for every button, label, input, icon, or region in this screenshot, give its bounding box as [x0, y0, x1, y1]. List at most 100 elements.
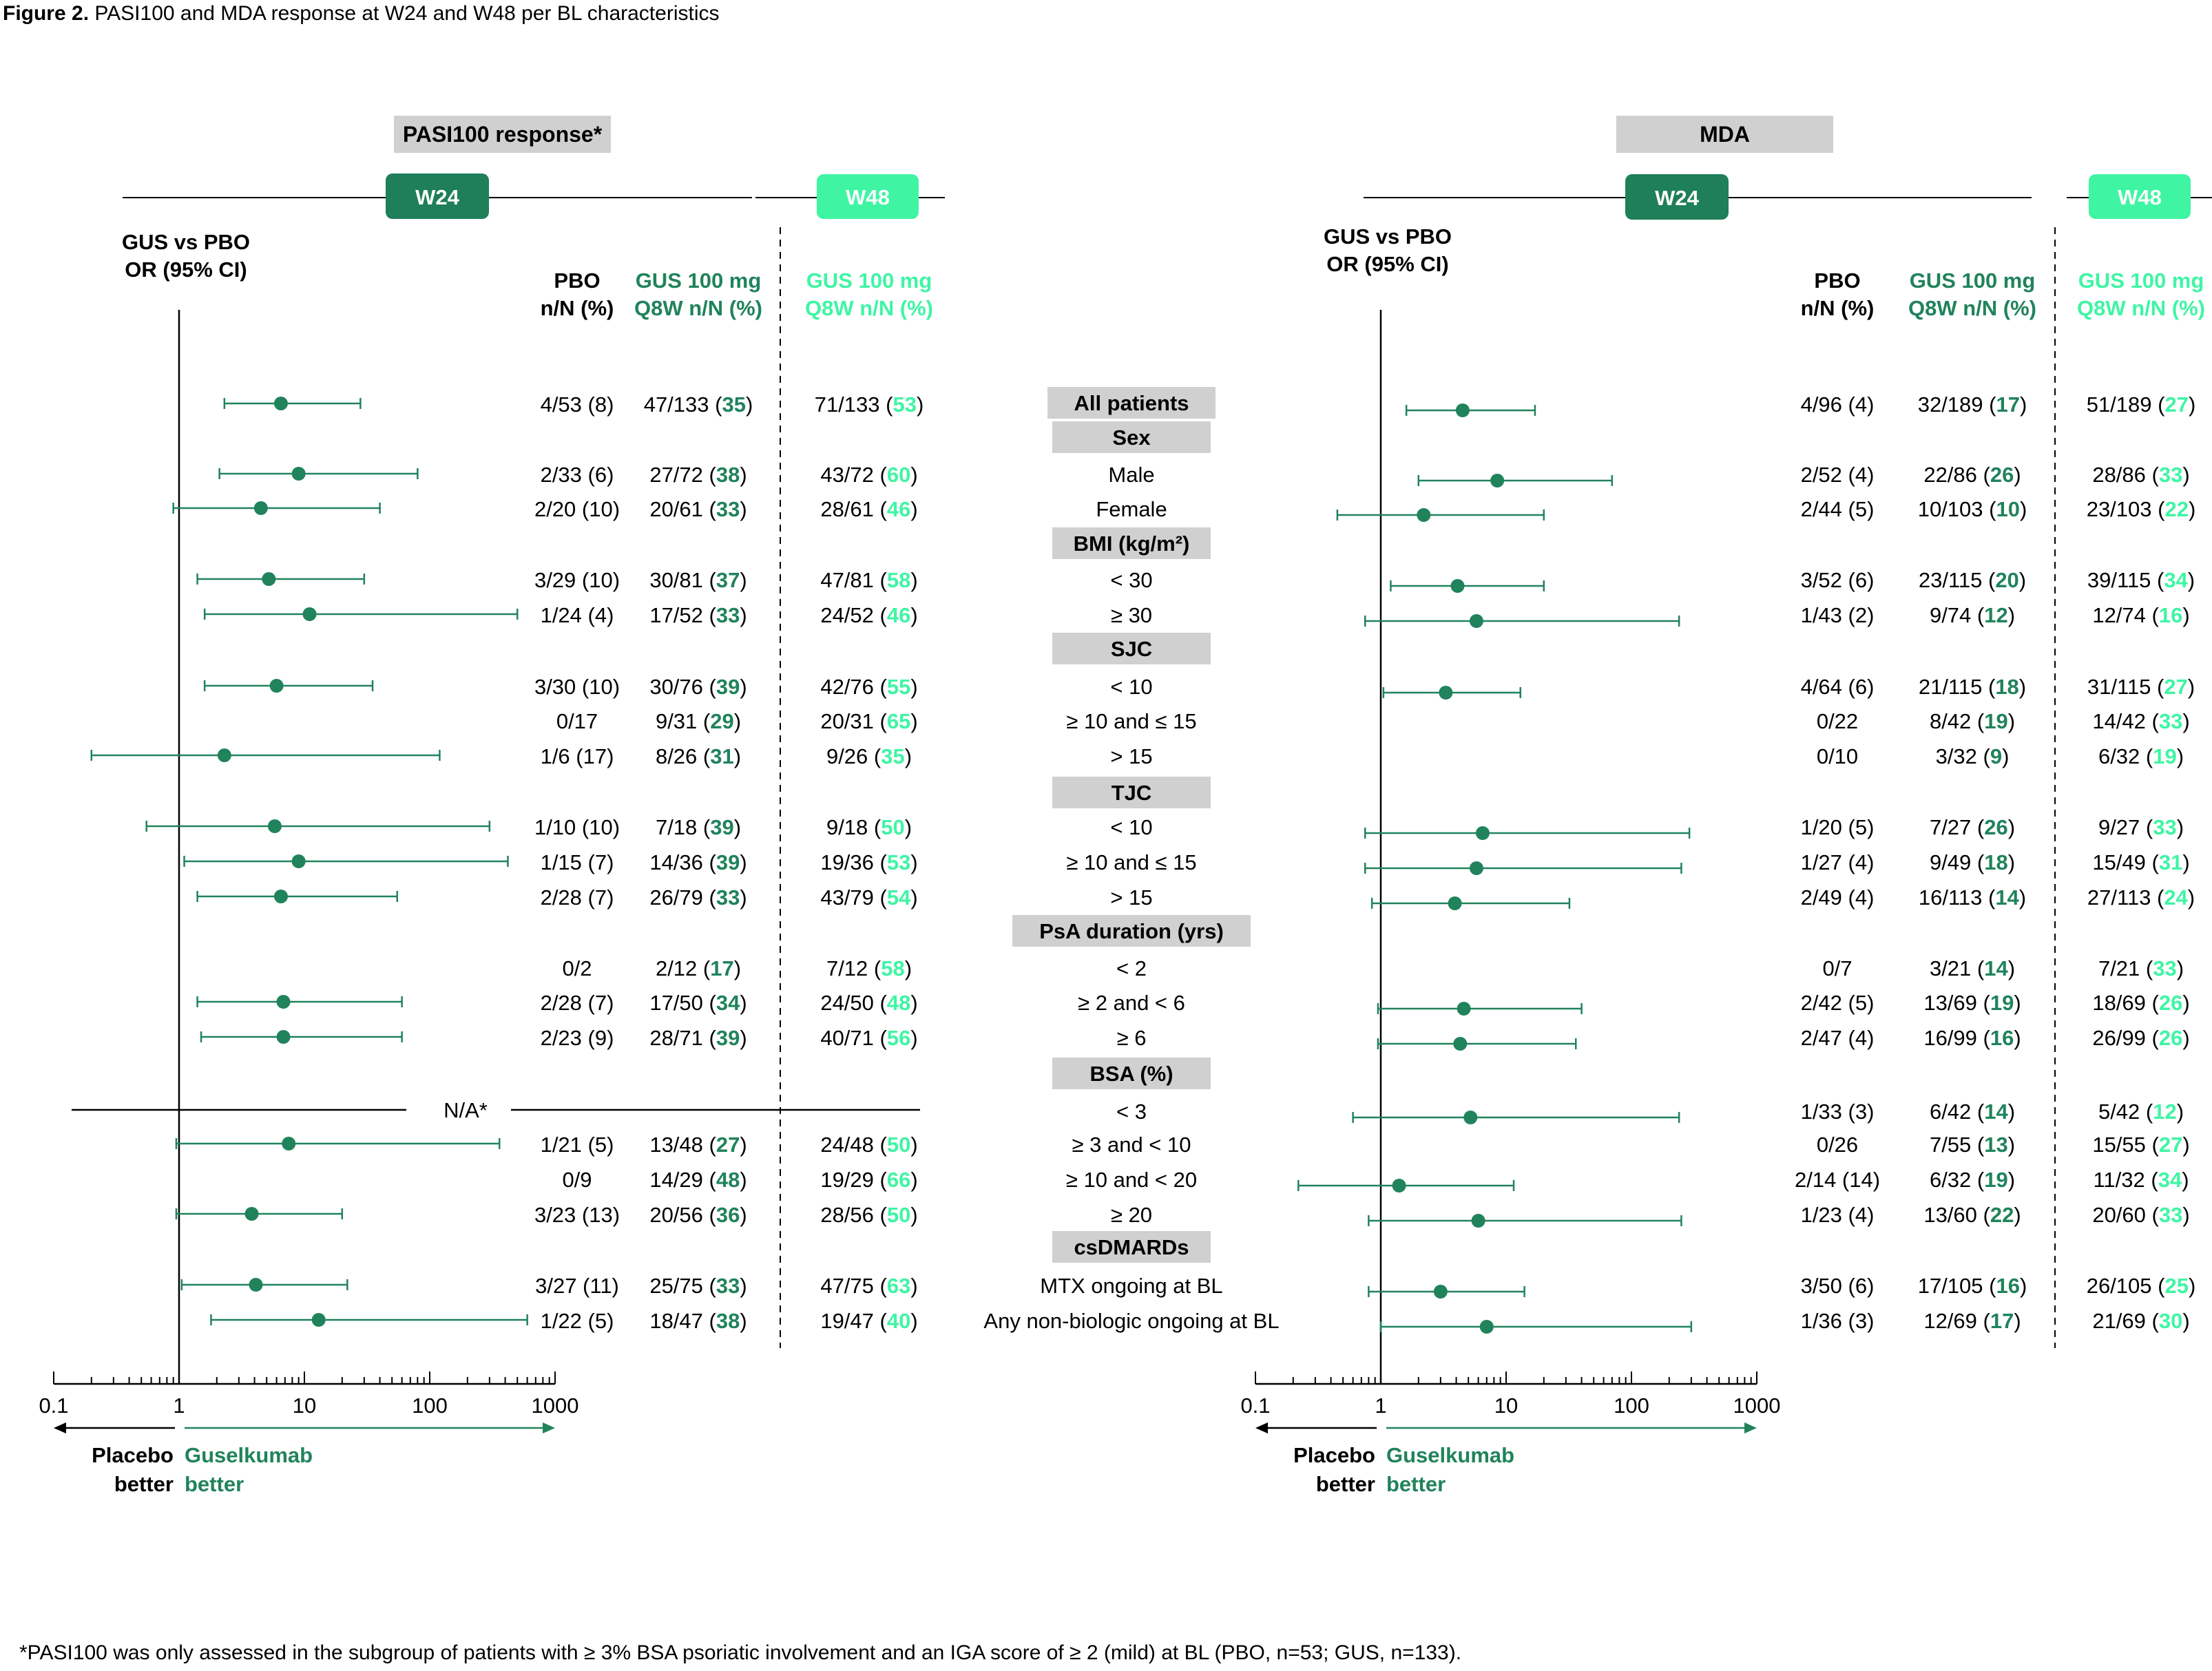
x-tick-label: 10	[293, 1394, 316, 1418]
value-percent: 9	[1990, 744, 2002, 768]
value-count: 7/21 (	[2098, 956, 2153, 980]
value-percent: 50	[881, 815, 904, 839]
panel-title: MDA	[1700, 122, 1750, 147]
gus-w48-value: 14/42 (33)	[2092, 709, 2189, 733]
placebo-better-label: Placebo	[1293, 1443, 1375, 1467]
odds-ratio-point	[291, 467, 306, 481]
gus-w48-value: 9/27 (33)	[2098, 815, 2184, 839]
value-percent: 53	[893, 392, 916, 417]
gus-w24-value: 22/86 (26)	[1923, 463, 2021, 487]
subgroup-label: Any non-biologic ongoing at BL	[983, 1309, 1279, 1333]
category-header-bg	[1052, 421, 1211, 453]
value-percent: 33	[716, 603, 740, 627]
placebo-arrow-head	[1255, 1422, 1268, 1433]
value-count: 15/49 (	[2092, 850, 2159, 874]
gus-w24-value: 26/79 (33)	[649, 885, 747, 910]
value-close: )	[2008, 1100, 2015, 1124]
value-close: )	[2002, 744, 2009, 768]
pbo-header-2: n/N (%)	[1801, 296, 1875, 320]
value-count: 43/72 (	[820, 463, 887, 487]
value-percent: 14	[1995, 885, 2019, 910]
pbo-value: 1/23 (4)	[1801, 1203, 1875, 1227]
value-percent: 34	[2158, 1168, 2182, 1192]
value-count: 22/86 (	[1923, 463, 1990, 487]
value-count: 21/115 (	[1919, 675, 1996, 699]
value-close: )	[740, 850, 747, 874]
gus-w48-value: 43/79 (54)	[820, 885, 917, 910]
value-close: )	[740, 991, 747, 1015]
subgroup-label: > 15	[1110, 744, 1152, 768]
subgroup-label: ≥ 3 and < 10	[1072, 1133, 1191, 1157]
footnote: *PASI100 was only assessed in the subgro…	[19, 1641, 1462, 1664]
value-close: )	[2189, 1274, 2195, 1298]
subgroup-label: < 10	[1110, 815, 1152, 839]
value-count: 19/47 (	[820, 1309, 887, 1333]
value-close: )	[2189, 392, 2195, 417]
value-count: 47/133 (	[644, 392, 722, 417]
gus-w24-value: 3/21 (14)	[1930, 956, 2015, 980]
week-48-badge	[2089, 174, 2191, 219]
week-48-label: W48	[846, 185, 890, 209]
value-percent: 17	[1996, 392, 2019, 417]
odds-ratio-point	[302, 607, 317, 621]
value-close: )	[2008, 956, 2015, 980]
pbo-value: 1/6 (17)	[541, 744, 614, 768]
value-percent: 66	[887, 1168, 910, 1192]
value-close: )	[910, 603, 917, 627]
value-percent: 39	[716, 850, 740, 874]
x-tick-label: 0.1	[39, 1394, 68, 1418]
value-count: 6/42 (	[1930, 1100, 1985, 1124]
week-24-badge	[386, 174, 489, 219]
x-tick-label: 100	[412, 1394, 448, 1418]
value-percent: 33	[2153, 956, 2176, 980]
pbo-value: 2/33 (6)	[541, 463, 614, 487]
value-close: )	[2182, 991, 2189, 1015]
value-close: )	[2182, 1133, 2189, 1157]
value-close: )	[2182, 603, 2189, 627]
gus-w48-header-2: Q8W n/N (%)	[2077, 296, 2205, 320]
pbo-value: 1/24 (4)	[541, 603, 614, 627]
pbo-value: 1/15 (7)	[541, 850, 614, 874]
value-percent: 19	[2153, 744, 2176, 768]
odds-ratio-point	[1417, 508, 1431, 522]
value-percent: 48	[887, 991, 910, 1015]
category-header: BSA (%)	[1089, 1062, 1173, 1086]
pbo-value: 3/23 (13)	[534, 1203, 620, 1227]
gus-w48-value: 28/56 (50)	[820, 1203, 917, 1227]
value-count: 25/75 (	[649, 1274, 716, 1298]
gus-w48-value: 24/48 (50)	[820, 1133, 917, 1157]
value-count: 23/103 (	[2087, 497, 2165, 521]
gus-w48-value: 11/32 (34)	[2093, 1168, 2189, 1192]
value-percent: 14	[1984, 956, 2008, 980]
value-count: 31/115 (	[2087, 675, 2164, 699]
gus-w24-header-1: GUS 100 mg	[636, 269, 762, 293]
value-close: )	[2020, 497, 2027, 521]
value-count: 9/49 (	[1930, 850, 1985, 874]
value-count: 26/105 (	[2087, 1274, 2165, 1298]
odds-ratio-point	[249, 1278, 263, 1292]
value-close: )	[2188, 568, 2195, 592]
value-close: )	[740, 497, 747, 521]
pbo-value: 1/27 (4)	[1801, 850, 1875, 874]
value-count: 10/103 (	[1918, 497, 1996, 521]
value-count: 47/81 (	[820, 568, 887, 592]
value-percent: 36	[716, 1203, 740, 1227]
category-header-bg	[1047, 387, 1215, 419]
value-close: )	[905, 956, 912, 980]
odds-ratio-point	[1433, 1285, 1448, 1299]
value-count: 40/71 (	[820, 1026, 887, 1050]
value-count: 12/74 (	[2092, 603, 2159, 627]
value-close: )	[2182, 1168, 2189, 1192]
gus-w48-value: 39/115 (34)	[2087, 568, 2195, 592]
value-close: )	[2008, 709, 2015, 733]
gus-w24-value: 21/115 (18)	[1919, 675, 2026, 699]
pbo-value: 3/29 (10)	[534, 568, 620, 592]
pbo-value: 4/64 (6)	[1801, 675, 1875, 699]
value-percent: 33	[2153, 815, 2176, 839]
category-header-bg	[1012, 915, 1251, 947]
odds-ratio-point	[244, 1207, 259, 1221]
gus-w24-value: 13/69 (19)	[1923, 991, 2021, 1015]
category-header: csDMARDs	[1074, 1235, 1189, 1259]
x-tick-label: 0.1	[1240, 1394, 1270, 1418]
gus-w48-value: 9/18 (50)	[826, 815, 912, 839]
